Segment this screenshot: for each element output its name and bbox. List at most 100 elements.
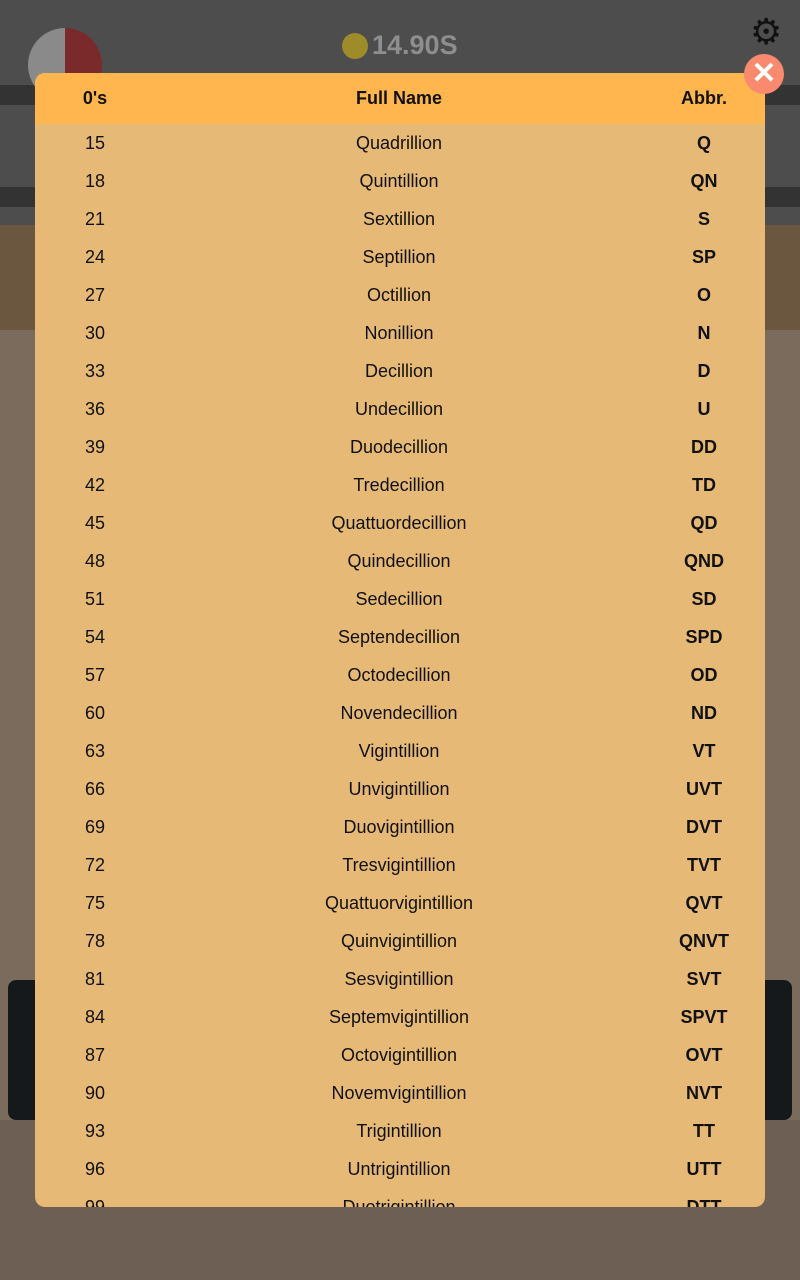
zeros-cell: 15: [84, 132, 106, 153]
zeros-cell: 75: [84, 892, 106, 913]
table-row: 18 Quintillion QN: [35, 162, 765, 200]
zeros-cell: 36: [84, 398, 106, 419]
zeros-cell: 66: [84, 778, 106, 799]
table-row: 33 Decillion D: [35, 352, 765, 390]
table-row: 27 Octillion O: [35, 276, 765, 314]
table-row: 39 Duodecillion DD: [35, 428, 765, 466]
header-full-name: Full Name: [355, 88, 443, 108]
full-name-cell: Novendecillion: [340, 702, 458, 723]
abbr-cell: UTT: [686, 1158, 722, 1179]
currency-amount: 14.90S: [372, 30, 458, 60]
abbr-cell: ND: [691, 702, 717, 723]
abbr-cell: N: [697, 322, 711, 343]
full-name-cell: Nonillion: [364, 322, 434, 343]
abbr-cell: S: [697, 208, 710, 229]
zeros-cell: 54: [84, 626, 106, 647]
coin-icon: [342, 33, 368, 59]
zeros-cell: 99: [84, 1196, 106, 1208]
zeros-cell: 63: [84, 740, 106, 761]
abbr-cell: TD: [692, 474, 716, 495]
close-icon[interactable]: ✕: [744, 54, 784, 94]
header-zeros: 0's: [82, 88, 108, 108]
table-row: 36 Undecillion U: [35, 390, 765, 428]
full-name-cell: Quindecillion: [347, 550, 451, 571]
full-name-cell: Sesvigintillion: [344, 968, 454, 989]
abbr-cell: TVT: [687, 854, 721, 875]
abbr-cell: D: [697, 360, 711, 381]
full-name-cell: Quattuorvigintillion: [324, 892, 474, 913]
abbreviations-modal: 0's Full Name Abbr. 15 Quadrillion Q 18 Quin…: [35, 73, 765, 1207]
full-name-cell: Octodecillion: [347, 664, 451, 685]
full-name-cell: Septillion: [362, 246, 436, 267]
table-row: 51 Sedecillion SD: [35, 580, 765, 618]
table-row: 84 Septemvigintillion SPVT: [35, 998, 765, 1036]
full-name-cell: Sextillion: [362, 208, 436, 229]
full-name-cell: Untrigintillion: [347, 1158, 451, 1179]
table-row: 90 Novemvigintillion NVT: [35, 1074, 765, 1112]
abbr-cell: QND: [684, 550, 724, 571]
zeros-cell: 93: [84, 1120, 106, 1141]
full-name-cell: Septemvigintillion: [328, 1006, 470, 1027]
abbr-cell: SD: [691, 588, 717, 609]
zeros-cell: 96: [84, 1158, 106, 1179]
full-name-cell: Unvigintillion: [348, 778, 450, 799]
table-row: 72 Tresvigintillion TVT: [35, 846, 765, 884]
full-name-cell: Duotrigintillion: [342, 1196, 456, 1208]
table-row: 21 Sextillion S: [35, 200, 765, 238]
abbr-cell: SVT: [686, 968, 722, 989]
full-name-cell: Octillion: [366, 284, 432, 305]
table-row: 45 Quattuordecillion QD: [35, 504, 765, 542]
gear-icon[interactable]: ⚙: [750, 11, 783, 52]
table-row: 93 Trigintillion TT: [35, 1112, 765, 1150]
table-header: 0's Full Name Abbr.: [35, 73, 765, 124]
abbr-cell: O: [696, 284, 711, 305]
full-name-cell: Sedecillion: [355, 588, 443, 609]
table-row: 75 Quattuorvigintillion QVT: [35, 884, 765, 922]
table-row: 60 Novendecillion ND: [35, 694, 765, 732]
zeros-cell: 24: [84, 246, 106, 267]
full-name-cell: Novemvigintillion: [331, 1082, 467, 1103]
zeros-cell: 39: [84, 436, 106, 457]
table-row: 78 Quinvigintillion QNVT: [35, 922, 765, 960]
abbr-cell: OD: [690, 664, 718, 685]
full-name-cell: Quadrillion: [355, 132, 443, 153]
full-name-cell: Quintillion: [359, 170, 439, 191]
abbr-cell: Q: [696, 132, 711, 153]
table-row: 42 Tredecillion TD: [35, 466, 765, 504]
zeros-cell: 21: [84, 208, 106, 229]
abbr-cell: SP: [691, 246, 716, 267]
abbr-cell: VT: [692, 740, 716, 761]
table-row: 48 Quindecillion QND: [35, 542, 765, 580]
zeros-cell: 48: [84, 550, 106, 571]
full-name-cell: Trigintillion: [356, 1120, 442, 1141]
abbr-cell: DTT: [686, 1196, 722, 1208]
table-row: 99 Duotrigintillion DTT: [35, 1188, 765, 1208]
full-name-cell: Undecillion: [354, 398, 444, 419]
full-name-cell: Tredecillion: [353, 474, 445, 495]
abbr-cell: U: [697, 398, 711, 419]
abbr-cell: QNVT: [678, 930, 729, 951]
zeros-cell: 87: [84, 1044, 106, 1065]
table-body[interactable]: 15 Quadrillion Q 18 Quintillion QN 21 Sextillio…: [35, 124, 765, 1208]
full-name-cell: Vigintillion: [358, 740, 440, 761]
zeros-cell: 51: [84, 588, 106, 609]
zeros-cell: 69: [84, 816, 106, 837]
zeros-cell: 45: [84, 512, 106, 533]
full-name-cell: Decillion: [364, 360, 434, 381]
table-row: 63 Vigintillion VT: [35, 732, 765, 770]
abbr-cell: DD: [691, 436, 717, 457]
zeros-cell: 33: [84, 360, 106, 381]
table-row: 66 Unvigintillion UVT: [35, 770, 765, 808]
zeros-cell: 42: [84, 474, 106, 495]
abbr-cell: SPVT: [680, 1006, 728, 1027]
abbr-cell: OVT: [685, 1044, 723, 1065]
abbr-cell: UVT: [686, 778, 722, 799]
abbr-cell: DVT: [686, 816, 722, 837]
full-name-cell: Tresvigintillion: [342, 854, 456, 875]
zeros-cell: 90: [84, 1082, 106, 1103]
zeros-cell: 60: [84, 702, 106, 723]
zeros-cell: 78: [84, 930, 106, 951]
abbr-cell: TT: [693, 1120, 715, 1141]
full-name-cell: Quinvigintillion: [340, 930, 458, 951]
full-name-cell: Octovigintillion: [340, 1044, 458, 1065]
